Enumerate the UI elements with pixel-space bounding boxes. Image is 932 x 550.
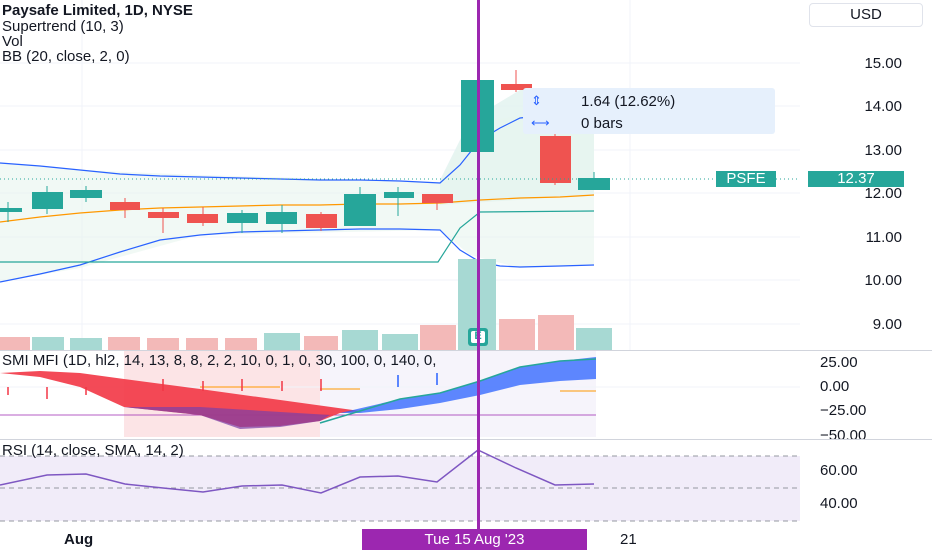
volume-bars bbox=[0, 259, 612, 350]
price-tick: 13.00 bbox=[864, 142, 902, 159]
measure-bars: 0 bars bbox=[581, 115, 623, 132]
smi-tick: −50.00 bbox=[820, 427, 867, 444]
price-tick: 10.00 bbox=[864, 272, 902, 289]
bar-range-icon: ⟷ bbox=[531, 115, 550, 130]
pane-separator[interactable] bbox=[0, 439, 932, 440]
smi-tick: −25.00 bbox=[820, 402, 867, 419]
symbol-badge: PSFE bbox=[716, 171, 776, 187]
measure-tooltip: ⇕ 1.64 (12.62%) ⟷ 0 bars bbox=[523, 88, 775, 134]
time-tick-month: Aug bbox=[64, 531, 94, 548]
crosshair-time-label: Tue 15 Aug '23 bbox=[362, 529, 587, 550]
price-tick: 12.00 bbox=[864, 185, 902, 202]
smi-label[interactable]: SMI MFI (1D, hl2, 14, 13, 8, 8, 2, 2, 10… bbox=[2, 352, 437, 369]
bb-label[interactable]: BB (20, close, 2, 0) bbox=[2, 48, 130, 65]
last-price-badge: 12.37 bbox=[808, 171, 904, 187]
price-tick: 11.00 bbox=[865, 229, 902, 246]
bb-upper bbox=[0, 115, 595, 184]
pane-separator[interactable] bbox=[0, 350, 932, 351]
rsi-line bbox=[0, 449, 595, 494]
symbol-title[interactable]: Paysafe Limited, 1D, NYSE bbox=[2, 2, 193, 19]
rsi-chart[interactable] bbox=[0, 440, 800, 530]
vol-label[interactable]: Vol bbox=[2, 33, 23, 50]
rsi-label[interactable]: RSI (14, close, SMA, 14, 2) bbox=[2, 442, 184, 459]
measure-change: 1.64 (12.62%) bbox=[581, 93, 676, 110]
crosshair-line bbox=[477, 0, 480, 530]
rsi-tick: 60.00 bbox=[820, 462, 858, 479]
supertrend-label[interactable]: Supertrend (10, 3) bbox=[2, 18, 124, 35]
bb-basis bbox=[0, 194, 595, 223]
smi-chart[interactable] bbox=[0, 351, 800, 439]
rsi-tick: 40.00 bbox=[820, 495, 858, 512]
smi-tick: 0.00 bbox=[820, 378, 850, 395]
price-tick: 9.00 bbox=[872, 316, 902, 333]
price-tick: 15.00 bbox=[864, 55, 902, 72]
bb-fill bbox=[0, 115, 594, 282]
smi-tick: 25.00 bbox=[820, 354, 858, 371]
supertrend-line bbox=[0, 210, 595, 263]
price-tick: 14.00 bbox=[864, 98, 902, 115]
bb-lower bbox=[0, 228, 595, 283]
time-tick-day: 21 bbox=[620, 531, 637, 548]
currency-button[interactable]: USD bbox=[809, 3, 923, 27]
price-range-icon: ⇕ bbox=[531, 93, 542, 108]
